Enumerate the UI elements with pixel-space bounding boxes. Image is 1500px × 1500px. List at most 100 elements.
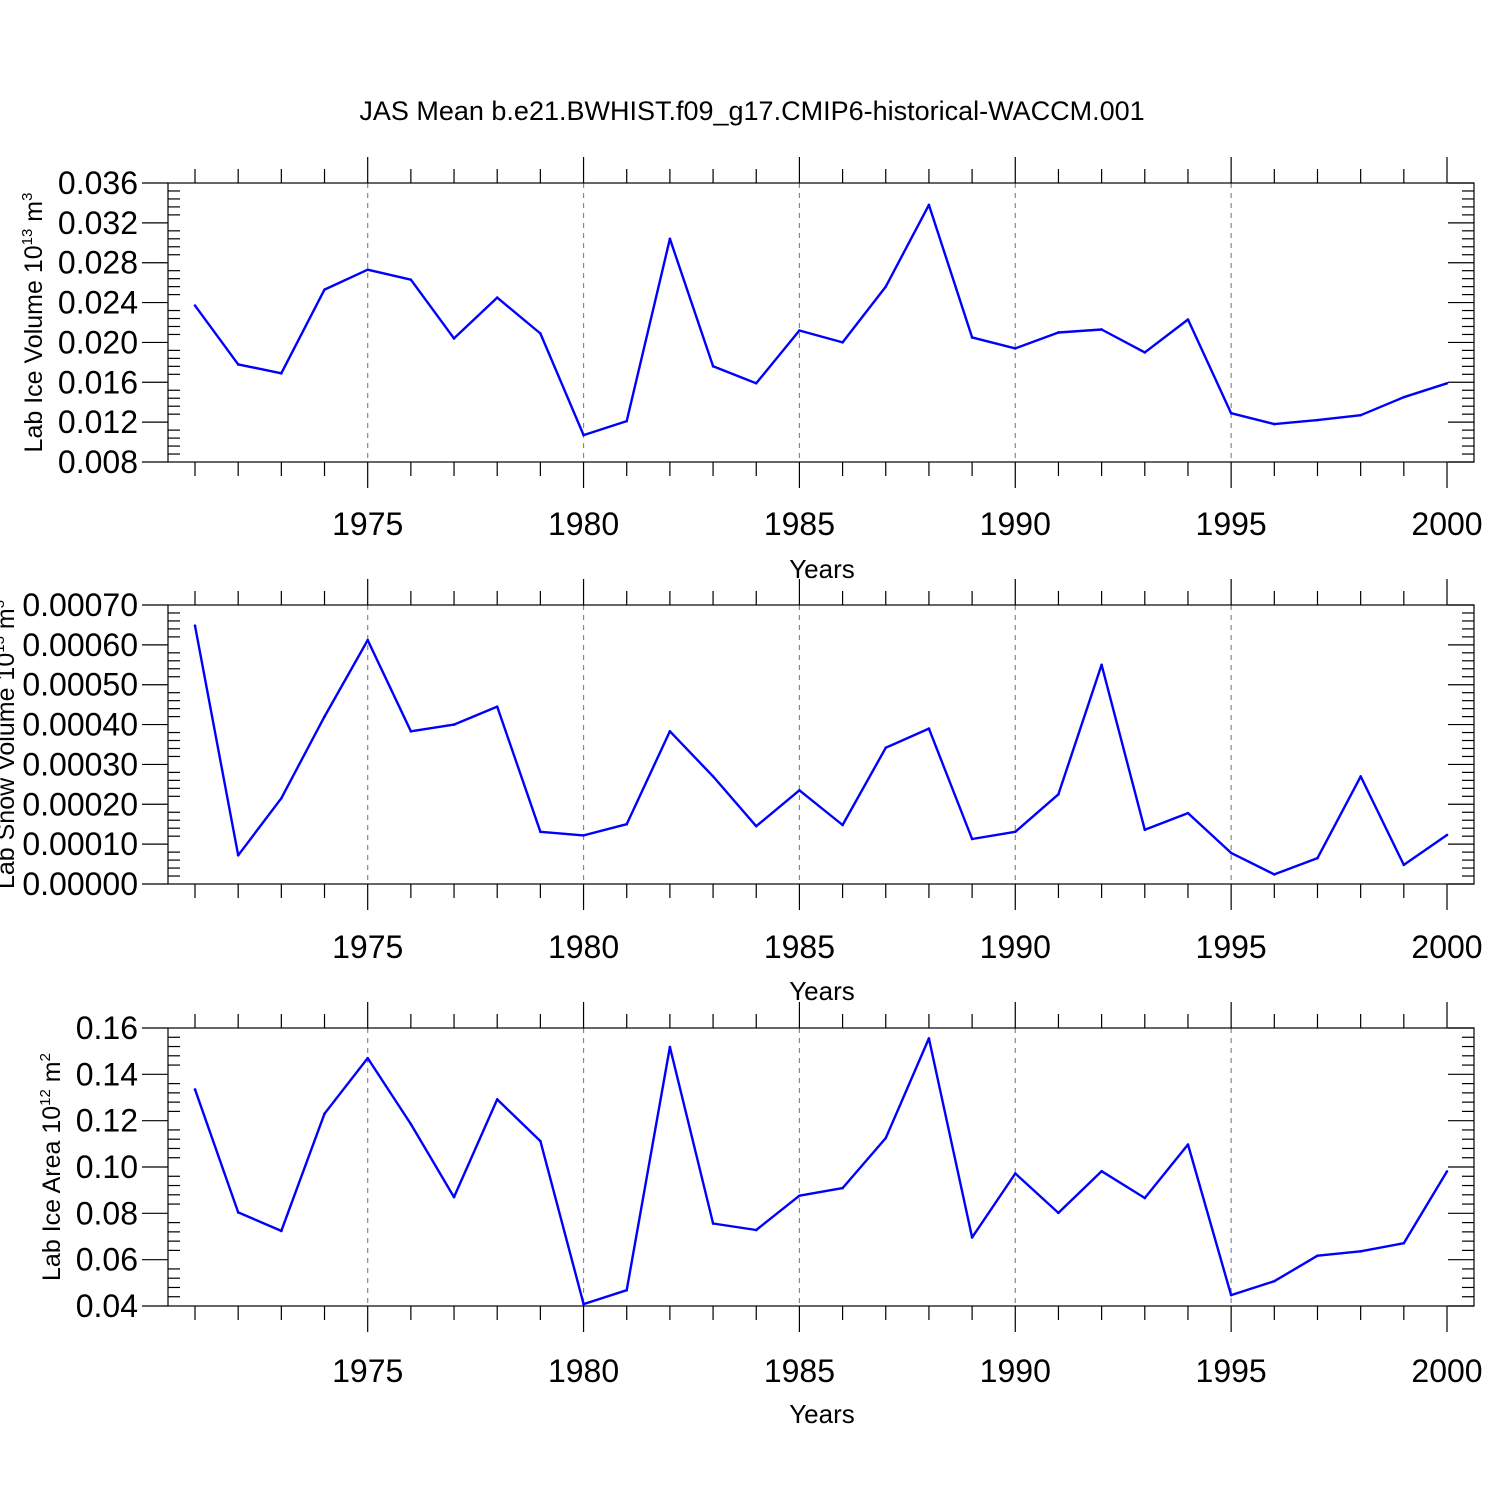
data-point [1057,1211,1060,1215]
data-point [236,854,240,857]
data-point [452,337,456,340]
data-point [323,715,326,718]
data-point [1057,331,1060,334]
data-point [1359,775,1362,778]
data-point [452,1195,456,1199]
y-tick-label: 0.12 [76,1103,138,1139]
data-point [1316,856,1319,860]
y-tick-label: 0.008 [58,444,138,480]
y-axis-title-unit-exponent: 3 [19,193,36,201]
y-tick-label: 0.00050 [22,667,138,703]
data-point [754,1228,758,1232]
plot-frame [167,604,1475,885]
data-point [1445,833,1449,837]
data-point [1100,328,1103,331]
data-point [1402,1241,1406,1245]
data-point [798,329,801,332]
data-point [495,705,499,708]
data-point [323,1112,326,1116]
data-point [711,1222,715,1225]
x-axis-title: Years [789,554,855,584]
x-tick-label: 1995 [1196,1353,1267,1389]
data-point [539,332,542,335]
data-point [884,1136,888,1140]
y-axis-title-text: Lab Ice Area 10 [38,1106,66,1281]
x-tick-label: 1990 [980,929,1051,965]
data-point [539,830,542,834]
data-point [668,237,672,241]
data-point [236,363,240,366]
y-tick-label: 0.020 [58,324,138,360]
x-tick-label: 2000 [1411,929,1482,965]
y-axis-title-unit-exponent: 2 [37,1053,54,1061]
plot-frame [167,182,1475,463]
x-tick-label: 2000 [1411,1353,1482,1389]
data-point [323,288,326,291]
data-point [1229,411,1233,415]
data-point [1013,830,1017,834]
data-point [1186,811,1190,815]
data-point [625,419,629,423]
data-point [452,723,456,726]
data-point [280,797,283,800]
data-point [1013,347,1017,350]
data-point [884,285,888,288]
data-point [1100,1169,1103,1173]
data-point [1445,381,1449,385]
data-point [884,746,888,749]
data-point [1359,413,1362,417]
plot-frame [167,1027,1475,1307]
data-point [409,730,413,733]
data-point [1273,1279,1276,1283]
x-tick-label: 1995 [1196,929,1267,965]
data-point [625,822,629,826]
data-point [927,203,931,207]
x-tick-label: 1980 [548,929,619,965]
data-point [711,775,715,778]
data-point [495,296,499,299]
data-point [1057,793,1060,796]
data-point [193,304,197,307]
data-point [1229,1293,1233,1297]
x-tick-label: 1985 [764,506,835,542]
data-point [193,624,197,628]
y-axis-title-unit: m [0,608,20,636]
y-axis-title-exponent: 13 [0,636,8,653]
y-tick-label: 0.00060 [22,627,138,663]
data-point [625,1288,629,1292]
x-axis-title: Years [789,976,855,1006]
y-tick-label: 0.00070 [22,587,138,623]
data-point [970,336,974,339]
data-point [1273,422,1276,426]
y-axis-title-unit: m [38,1061,66,1089]
x-tick-label: 1980 [548,506,619,542]
x-tick-label: 2000 [1411,506,1482,542]
y-axis-title: Lab Snow Volume 1013 m3 [0,600,20,889]
data-point [668,1045,672,1049]
data-point [366,638,369,642]
data-point [1445,1170,1449,1173]
data-point [668,730,672,733]
data-point [236,1211,240,1214]
data-point [711,365,715,368]
data-point [366,268,369,271]
y-tick-label: 0.10 [76,1149,138,1185]
data-point [1359,1250,1362,1253]
data-point [409,1122,413,1126]
y-axis-title: Lab Ice Area 1012 m2 [37,1053,66,1281]
y-tick-label: 0.08 [76,1195,138,1231]
x-tick-label: 1975 [332,506,403,542]
data-point [582,433,585,437]
y-tick-label: 0.00030 [22,746,138,782]
series-line [193,1037,1449,1306]
x-tick-label: 1985 [764,929,835,965]
y-tick-label: 0.024 [58,285,138,321]
y-tick-label: 0.028 [58,245,138,281]
data-point [409,278,413,281]
data-point [798,789,801,792]
data-point [970,1236,974,1239]
y-tick-label: 0.032 [58,205,138,241]
data-point [927,1037,931,1040]
